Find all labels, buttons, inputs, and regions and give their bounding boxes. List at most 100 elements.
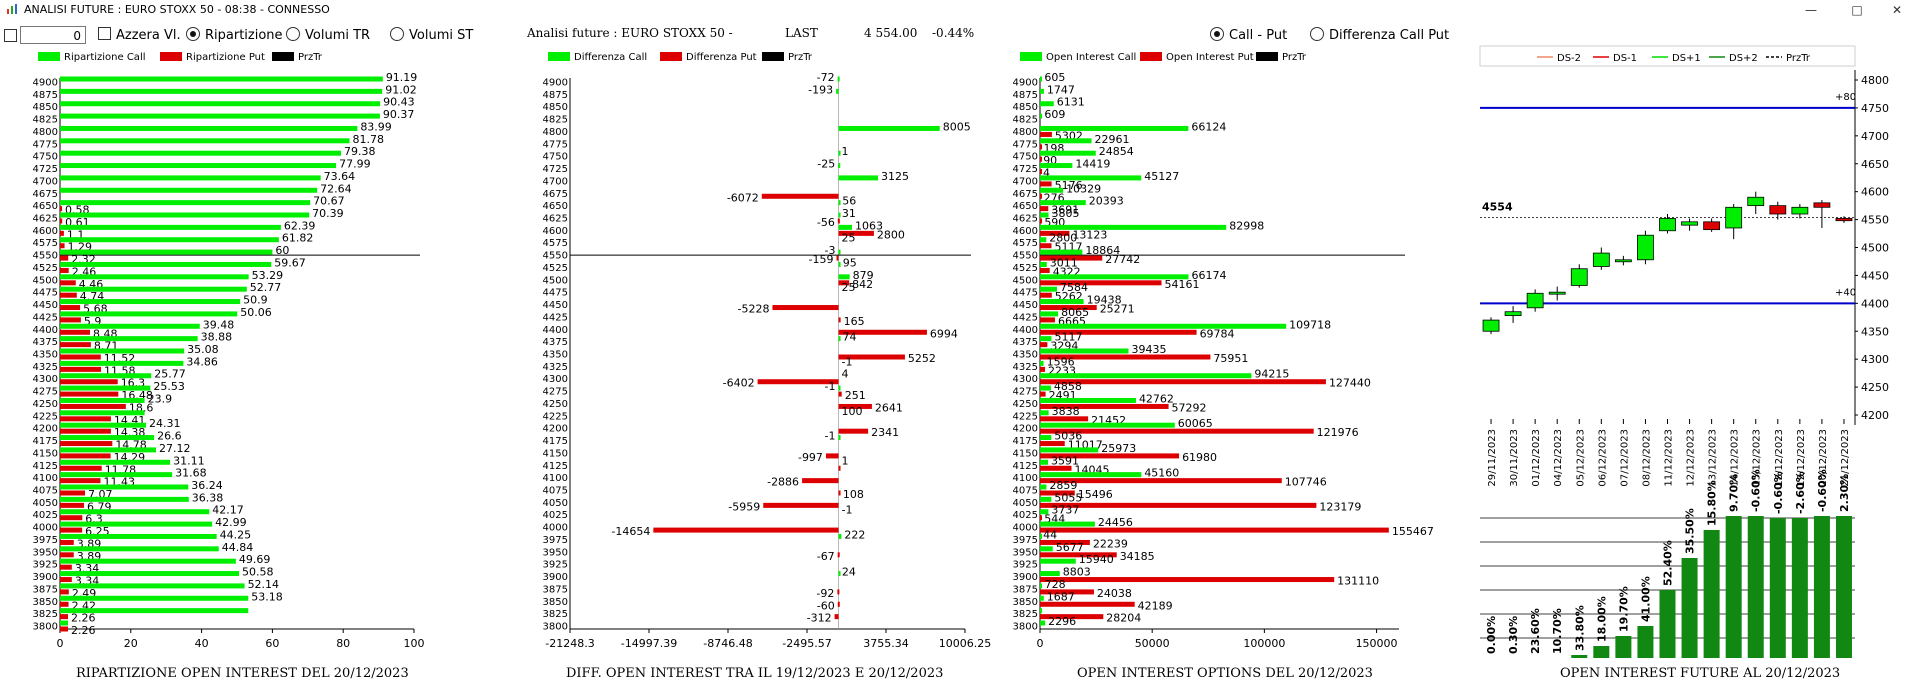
- y-tick-label: 4550: [1861, 214, 1889, 227]
- call-value-label: 24456: [1098, 516, 1133, 529]
- call-bar: [836, 88, 839, 94]
- radio-label: Volumi TR: [305, 28, 371, 43]
- put-bar: [60, 379, 118, 385]
- call-value-label: 60065: [1178, 417, 1213, 430]
- call-value-label: 22961: [1095, 133, 1130, 146]
- put-bar: [1040, 305, 1097, 311]
- legend-label: Ripartizione Put: [186, 52, 265, 63]
- y-tick-label: 4800: [1013, 127, 1038, 138]
- call-bar: [60, 385, 151, 391]
- call-bar: [60, 274, 249, 280]
- put-bar: [60, 478, 101, 484]
- legend-item: Differenza Call: [548, 52, 647, 63]
- title-bar: ANALISI FUTURE : EURO STOXX 50 - 08:38 -…: [0, 0, 1920, 20]
- put-bar: [60, 267, 69, 273]
- call-bar: [1040, 101, 1054, 107]
- put-bar: [838, 465, 841, 471]
- candle-body: [1482, 319, 1500, 332]
- radio-volumi-st[interactable]: Volumi ST: [390, 27, 473, 43]
- call-value-label: 66174: [1191, 269, 1226, 282]
- future-oi-bar: [1615, 636, 1632, 658]
- y-tick-label: 4425: [543, 312, 568, 323]
- put-value-label: 25271: [1100, 303, 1135, 316]
- date-label: 07/12/2023: [1619, 429, 1630, 487]
- y-tick-label: 4000: [1013, 523, 1038, 534]
- candle-body: [1703, 221, 1721, 231]
- y-tick-label: 4675: [33, 189, 58, 200]
- call-bar: [60, 496, 189, 502]
- call-value-label: 14419: [1075, 158, 1110, 171]
- put-bar: [60, 317, 81, 323]
- legend-label: PrzTr: [1282, 52, 1306, 63]
- call-value-label: 24: [842, 566, 856, 579]
- radio-volumi-tr[interactable]: Volumi TR: [286, 27, 370, 43]
- maximize-button[interactable]: □: [1851, 3, 1863, 17]
- minimize-button[interactable]: —: [1805, 3, 1817, 17]
- radio-label: Volumi ST: [409, 28, 474, 43]
- y-tick-label: 4250: [1013, 399, 1038, 410]
- legend-label: Differenza Call: [574, 52, 648, 63]
- y-tick-label: 4225: [1013, 411, 1038, 422]
- call-bar: [60, 299, 241, 305]
- put-bar: [60, 441, 113, 447]
- radio-call-put[interactable]: Call - Put: [1210, 27, 1287, 43]
- call-value-label: 3737: [1051, 504, 1079, 517]
- call-value-label: 24.31: [149, 417, 181, 430]
- call-bar: [1040, 200, 1086, 206]
- y-tick-label: 4650: [1861, 158, 1889, 171]
- value-spinner[interactable]: 0: [20, 26, 86, 44]
- call-value-label: 8065: [1061, 306, 1089, 319]
- put-bar: [1040, 453, 1180, 459]
- put-value-label: -67: [817, 550, 835, 563]
- put-value-label: 251: [845, 389, 866, 402]
- call-bar: [1040, 459, 1049, 465]
- call-bar: [838, 249, 841, 255]
- x-tick-label: 80: [336, 637, 350, 650]
- put-bar: [834, 614, 839, 620]
- call-value-label: 8803: [1063, 566, 1091, 579]
- y-tick-label: 4625: [1013, 214, 1038, 225]
- call-bar: [1040, 76, 1042, 82]
- put-value-label: 13123: [1072, 228, 1107, 241]
- put-value-label: 2800: [877, 228, 905, 241]
- put-bar: [838, 403, 872, 409]
- left-checkbox[interactable]: [4, 29, 17, 42]
- y-tick-label: 4500: [33, 275, 58, 286]
- radio-label: Call - Put: [1229, 28, 1288, 43]
- azzera-checkbox[interactable]: Azzera Vl.: [98, 27, 181, 43]
- radio-ripartizione[interactable]: Ripartizione: [186, 27, 283, 43]
- close-button[interactable]: ✕: [1891, 3, 1903, 17]
- call-bar: [1040, 323, 1287, 329]
- call-value-label: 90.43: [383, 96, 415, 109]
- put-bar: [838, 317, 841, 323]
- put-bar: [1040, 317, 1055, 323]
- call-bar: [1040, 546, 1053, 552]
- y-tick-label: 3800: [33, 622, 58, 633]
- call-value-label: 44.84: [222, 541, 254, 554]
- put-bar: [1040, 601, 1135, 607]
- call-value-label: 95: [843, 256, 857, 269]
- y-tick-label: 4675: [1013, 189, 1038, 200]
- y-tick-label: 4175: [543, 436, 568, 447]
- call-bar: [838, 571, 841, 577]
- date-label: 01/12/2023: [1531, 429, 1542, 487]
- legend-item: Open Interest Call: [1020, 52, 1136, 63]
- y-tick-label: 3975: [543, 535, 568, 546]
- call-value-label: 4: [842, 368, 849, 381]
- put-value-label: 6994: [930, 327, 958, 340]
- future-oi-bar: [1769, 518, 1786, 658]
- y-tick-label: 4875: [543, 90, 568, 101]
- future-oi-label: -0.60%: [1750, 469, 1763, 512]
- y-tick-label: 3975: [1013, 535, 1038, 546]
- put-value-label: -997: [798, 451, 823, 464]
- future-oi-label: 35.50%: [1684, 508, 1697, 554]
- put-bar: [60, 366, 101, 372]
- call-value-label: -1: [825, 430, 836, 443]
- radio-diff-call-put[interactable]: Differenza Call Put: [1310, 27, 1449, 43]
- last-label: LAST: [785, 26, 818, 40]
- put-bar: [1040, 379, 1326, 385]
- x-tick-label: -21248.3: [545, 637, 594, 650]
- date-label: 11/12/2023: [1664, 429, 1675, 487]
- y-tick-label: 4250: [33, 399, 58, 410]
- call-value-label: 36.38: [192, 491, 224, 504]
